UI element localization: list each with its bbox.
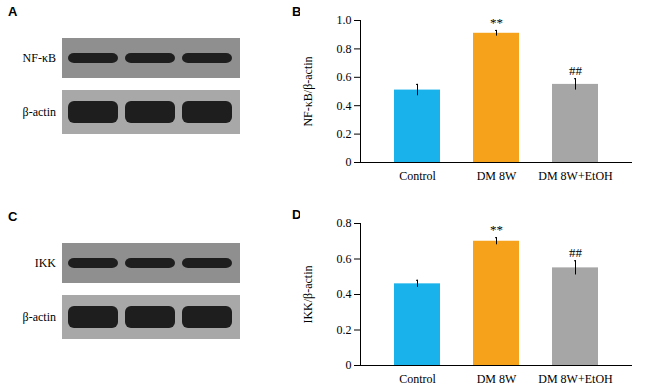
svg-text:0: 0 xyxy=(346,155,352,169)
svg-text:0.6: 0.6 xyxy=(337,252,352,266)
svg-text:DM 8W: DM 8W xyxy=(477,169,517,183)
svg-text:DM 8W+EtOH: DM 8W+EtOH xyxy=(538,372,613,386)
svg-text:β-actin: β-actin xyxy=(23,310,56,324)
svg-text:0.2: 0.2 xyxy=(337,127,352,141)
svg-text:0.8: 0.8 xyxy=(337,42,352,56)
html-text:C: C xyxy=(8,209,18,224)
svg-text:0.8: 0.8 xyxy=(337,216,352,230)
html-text:A: A xyxy=(8,4,18,19)
svg-text:0.6: 0.6 xyxy=(337,70,352,84)
svg-text:1.0: 1.0 xyxy=(337,13,352,27)
svg-text:**: ** xyxy=(490,222,503,237)
svg-text:0.2: 0.2 xyxy=(337,323,352,337)
svg-text:DM 8W: DM 8W xyxy=(477,372,517,386)
html-text:D: D xyxy=(292,207,302,222)
svg-text:DM 8W+EtOH: DM 8W+EtOH xyxy=(538,169,613,183)
svg-text:##: ## xyxy=(569,63,583,78)
svg-text:IKK: IKK xyxy=(35,256,57,270)
svg-text:##: ## xyxy=(569,245,583,260)
svg-text:Control: Control xyxy=(399,372,436,386)
svg-text:NF-κB: NF-κB xyxy=(23,51,56,65)
svg-text:NF-κB/β-actin: NF-κB/β-actin xyxy=(301,56,315,126)
svg-text:Control: Control xyxy=(399,169,436,183)
html-text:B: B xyxy=(292,4,302,19)
svg-text:β-actin: β-actin xyxy=(23,105,56,119)
svg-text:0.4: 0.4 xyxy=(337,287,352,301)
svg-text:0: 0 xyxy=(346,358,352,372)
svg-text:0.4: 0.4 xyxy=(337,99,352,113)
svg-text:**: ** xyxy=(490,15,503,30)
svg-text:IKK/β-actin: IKK/β-actin xyxy=(301,265,315,323)
